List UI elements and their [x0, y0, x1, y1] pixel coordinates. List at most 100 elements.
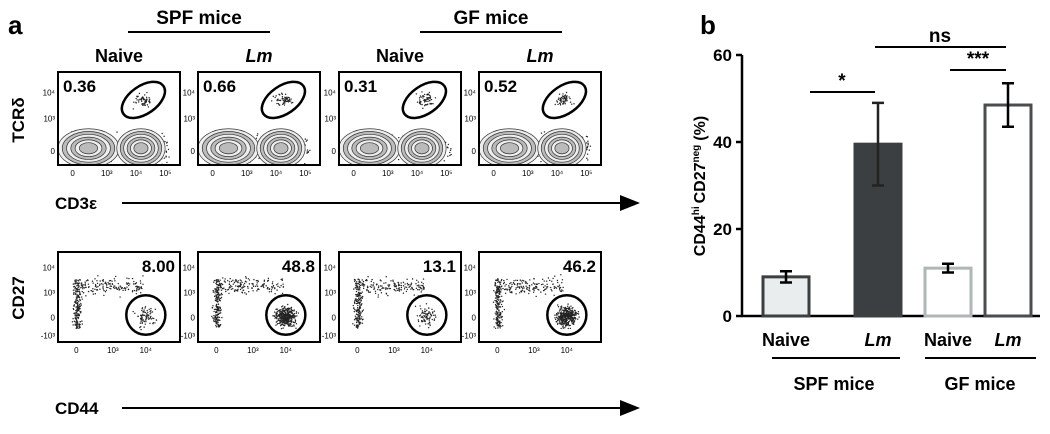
event-dot: [359, 284, 360, 285]
event-dot: [293, 322, 294, 323]
event-dot: [78, 295, 79, 296]
event-dot: [419, 97, 420, 98]
y-tick-label: 10⁴: [324, 88, 337, 97]
x-axis-label: CD3ε: [55, 194, 97, 213]
event-dot: [245, 276, 246, 277]
event-dot: [421, 320, 422, 321]
event-dot: [78, 309, 79, 310]
event-dot: [237, 290, 238, 291]
event-dot: [281, 93, 282, 94]
event-dot: [556, 321, 557, 322]
column-label: Lm: [527, 46, 554, 66]
event-dot: [146, 318, 147, 319]
event-dot: [213, 282, 214, 283]
event-dot: [520, 279, 521, 280]
event-dot: [217, 292, 218, 293]
event-dot: [288, 309, 289, 310]
event-dot: [276, 317, 277, 318]
event-dot: [358, 283, 359, 284]
event-dot: [143, 315, 144, 316]
event-dot: [218, 288, 219, 289]
event-dot: [356, 289, 357, 290]
event-dot: [423, 315, 424, 316]
event-dot: [76, 296, 77, 297]
density-dots: [198, 93, 311, 168]
event-dot: [498, 324, 499, 325]
event-dot: [282, 104, 283, 105]
event-dot: [378, 294, 379, 295]
event-dot: [295, 316, 296, 317]
event-dot: [498, 306, 499, 307]
event-dot: [139, 93, 140, 94]
event-dot: [149, 323, 150, 324]
event-dot: [568, 316, 569, 317]
event-dot: [375, 166, 376, 167]
event-dot: [505, 293, 506, 294]
event-dot: [418, 321, 419, 322]
event-dot: [290, 324, 291, 325]
event-dot: [242, 290, 243, 291]
event-dot: [141, 99, 142, 100]
event-dot: [557, 312, 558, 313]
event-dot: [88, 283, 89, 284]
event-dot: [357, 307, 358, 308]
event-dot: [417, 315, 418, 316]
event-dot: [564, 317, 565, 318]
event-dot: [140, 283, 141, 284]
event-dot: [216, 295, 217, 296]
event-dot: [245, 281, 246, 282]
event-dot: [412, 278, 413, 279]
event-dot: [536, 286, 537, 287]
x-tick-label: 0: [214, 346, 219, 355]
event-dot: [427, 99, 428, 100]
event-dot: [521, 280, 522, 281]
event-dot: [421, 291, 422, 292]
event-dot: [355, 316, 356, 317]
event-dot: [282, 322, 283, 323]
event-dot: [141, 317, 142, 318]
event-dot: [128, 289, 129, 290]
event-dot: [412, 289, 413, 290]
event-dot: [359, 299, 360, 300]
event-dot: [412, 288, 413, 289]
event-dot: [424, 287, 425, 288]
event-dot: [558, 313, 559, 314]
flow-plot: 0.3110⁴10³0010³10⁴10⁵: [324, 72, 461, 178]
event-dot: [143, 326, 144, 327]
event-dot: [390, 280, 391, 281]
event-dot: [229, 283, 230, 284]
event-dot: [282, 283, 283, 284]
event-dot: [361, 303, 362, 304]
event-dot: [392, 281, 393, 282]
event-dot: [127, 284, 128, 285]
event-dot: [429, 322, 430, 323]
event-dot: [145, 319, 146, 320]
event-dot: [146, 92, 147, 93]
significance-label: *: [838, 71, 846, 92]
event-dot: [107, 282, 108, 283]
event-dot: [523, 291, 524, 292]
event-dot: [425, 313, 426, 314]
event-dot: [103, 295, 104, 296]
event-dot: [529, 285, 530, 286]
event-dot: [560, 315, 561, 316]
event-dot: [380, 280, 381, 281]
event-dot: [383, 282, 384, 283]
event-dot: [151, 318, 152, 319]
event-dot: [292, 102, 293, 103]
event-dot: [565, 94, 566, 95]
event-dot: [572, 307, 573, 308]
event-dot: [92, 282, 93, 283]
event-dot: [143, 98, 144, 99]
event-dot: [271, 291, 272, 292]
event-dot: [450, 150, 451, 151]
event-dot: [422, 285, 423, 286]
event-dot: [517, 283, 518, 284]
event-dot: [309, 150, 310, 151]
event-dot: [286, 320, 287, 321]
event-dot: [495, 297, 496, 298]
event-dot: [415, 283, 416, 284]
event-dot: [429, 323, 430, 324]
event-dot: [533, 292, 534, 293]
event-dot: [534, 290, 535, 291]
